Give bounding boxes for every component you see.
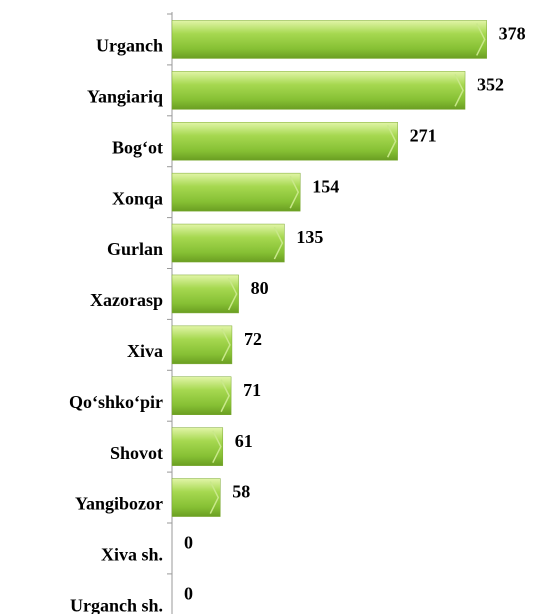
y-tick-label: Urganch: [96, 36, 163, 56]
value-label: 72: [244, 329, 262, 349]
value-label: 378: [499, 24, 526, 44]
bar: [171, 223, 285, 263]
y-tick-label: Gurlan: [107, 239, 163, 259]
value-label: 80: [251, 278, 269, 298]
value-label: 0: [184, 583, 193, 603]
bar: [171, 427, 224, 466]
y-tick-label: Yangiariq: [87, 86, 163, 106]
value-label: 58: [232, 482, 250, 502]
bar: [171, 20, 487, 59]
bar: [171, 376, 232, 415]
y-tick-label: Shovot: [110, 443, 163, 463]
y-tick-label: Xiva: [127, 341, 163, 361]
value-label: 271: [410, 125, 437, 145]
value-label: 0: [184, 533, 193, 553]
bar: [171, 478, 221, 517]
y-tick-label: Xonqa: [112, 188, 163, 208]
bar: [171, 172, 301, 212]
bar-bevel: [386, 124, 397, 158]
y-tick-label: Qo‘shko‘pir: [69, 392, 163, 412]
bar: [171, 274, 239, 314]
value-label: 135: [296, 227, 323, 247]
y-tick-label: Yangibozor: [75, 494, 163, 514]
y-tick-label: Xiva sh.: [101, 545, 163, 565]
value-label: 61: [235, 431, 253, 451]
value-label: 154: [312, 176, 339, 196]
bar-bevel: [289, 175, 300, 209]
value-label: 71: [243, 380, 261, 400]
bar: [171, 325, 233, 365]
y-tick-label: Bog‘ot: [112, 137, 163, 157]
bar: [171, 122, 398, 161]
value-label: 352: [477, 74, 504, 94]
y-tick-label: Xazorasp: [90, 290, 163, 310]
bar-bevel: [212, 430, 222, 463]
bar-bevel: [220, 379, 230, 413]
y-tick-label: Urganch sh.: [70, 595, 163, 614]
bar-bevel: [209, 481, 220, 514]
bar: [171, 71, 466, 110]
bar-bevel: [454, 74, 464, 107]
bar-bevel: [273, 226, 284, 260]
bar-bevel: [476, 23, 486, 56]
bar-bevel: [227, 277, 238, 311]
bar-bevel: [221, 328, 231, 362]
